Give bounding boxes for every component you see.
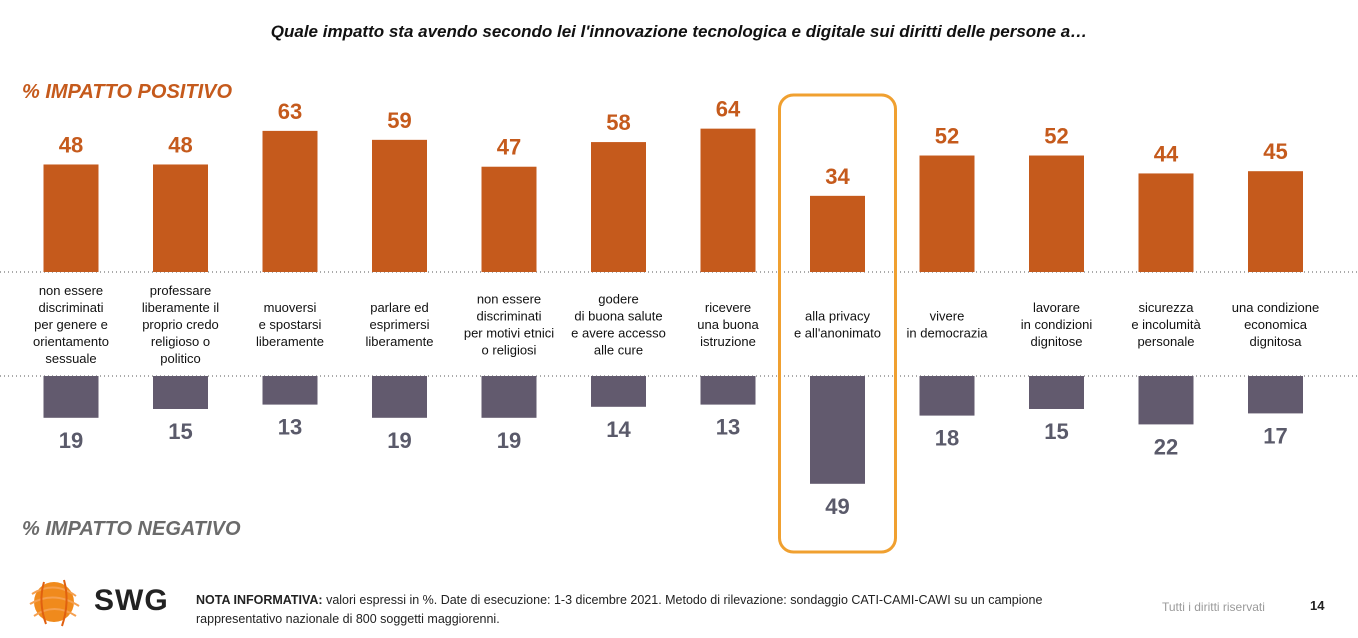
footer-note: NOTA INFORMATIVA: valori espressi in %. … — [196, 591, 1076, 629]
swg-logo-text: SWG — [94, 584, 169, 617]
positive-value-label: 59 — [387, 108, 411, 133]
category-label: ricevere una buona istruzione — [697, 300, 759, 349]
positive-bar — [262, 130, 318, 272]
negative-value-label: 15 — [168, 419, 192, 444]
positive-value-label: 47 — [497, 135, 521, 160]
category-label: muoversi e spostarsi liberamente — [256, 300, 324, 349]
positive-value-label: 58 — [606, 110, 630, 135]
negative-bar — [1029, 376, 1084, 409]
negative-value-label: 18 — [935, 426, 959, 451]
negative-bar — [1248, 376, 1303, 414]
negative-value-label: 22 — [1154, 434, 1178, 459]
category-label: non essere discriminati per genere e orient… — [33, 283, 109, 366]
negative-value-label: 14 — [606, 417, 631, 442]
positive-value-label: 52 — [1044, 124, 1068, 149]
negative-value-label: 19 — [497, 428, 521, 453]
bar-chart: 48 19 non essere discriminati per genere e or… — [0, 93, 1358, 554]
category-label: alla privacy e all'anonimato — [794, 309, 881, 341]
category-label: professare liberamente il proprio credo rel… — [142, 283, 219, 366]
negative-impact-label: % IMPATTO NEGATIVO — [22, 518, 241, 540]
positive-bar — [810, 195, 865, 272]
negative-bar — [262, 376, 318, 405]
positive-value-label: 34 — [825, 164, 850, 189]
negative-bar — [919, 376, 975, 416]
negative-bar — [481, 376, 537, 418]
page-number: 14 — [1310, 598, 1325, 613]
positive-value-label: 48 — [59, 132, 83, 157]
positive-bar — [481, 166, 537, 272]
positive-value-label: 45 — [1263, 139, 1287, 164]
negative-value-label: 13 — [716, 415, 740, 440]
category-label: parlare ed esprimersi liberamente — [366, 300, 434, 349]
category-label: lavorare in condizioni dignitose — [1021, 300, 1093, 349]
positive-bar — [1248, 171, 1303, 272]
footer-note-label: NOTA INFORMATIVA: — [196, 593, 323, 607]
positive-value-label: 52 — [935, 124, 959, 149]
positive-bar — [43, 164, 99, 272]
negative-bar — [591, 376, 646, 407]
positive-bar — [153, 164, 208, 272]
positive-value-label: 48 — [168, 132, 192, 157]
category-label: una condizione economica dignitosa — [1232, 300, 1319, 349]
positive-bar — [372, 139, 427, 272]
negative-bar — [810, 376, 865, 484]
highlight-box — [778, 93, 897, 554]
positive-bar — [700, 128, 756, 272]
category-label: godere di buona salute e avere accesso alle… — [571, 292, 666, 358]
negative-value-label: 49 — [825, 494, 849, 519]
negative-value-label: 17 — [1263, 423, 1287, 448]
negative-value-label: 19 — [59, 428, 83, 453]
swg-logo-icon — [29, 579, 80, 627]
negative-value-label: 15 — [1044, 419, 1068, 444]
positive-value-label: 44 — [1154, 141, 1179, 166]
positive-value-label: 63 — [278, 99, 302, 124]
negative-bar — [700, 376, 756, 405]
positive-bar — [1138, 173, 1194, 272]
negative-bar — [372, 376, 427, 418]
negative-value-label: 13 — [278, 415, 302, 440]
negative-bar — [43, 376, 99, 418]
category-label: sicurezza e incolumità personale — [1131, 300, 1201, 349]
negative-value-label: 19 — [387, 428, 411, 453]
footer-note-text: valori espressi in %. Date di esecuzione… — [196, 593, 1043, 626]
positive-value-label: 64 — [716, 97, 741, 122]
positive-bar — [591, 142, 646, 272]
negative-bar — [153, 376, 208, 409]
chart-title: Quale impatto sta avendo secondo lei l'i… — [270, 22, 1088, 41]
positive-impact-label: % IMPATTO POSITIVO — [22, 81, 233, 103]
positive-bar — [919, 155, 975, 272]
positive-bar — [1029, 155, 1084, 272]
category-label: non essere discriminati per motivi etnici o… — [464, 292, 554, 358]
negative-bar — [1138, 376, 1194, 425]
category-label: vivere in democrazia — [907, 309, 989, 341]
rights-reserved: Tutti i diritti riservati — [1162, 600, 1265, 614]
